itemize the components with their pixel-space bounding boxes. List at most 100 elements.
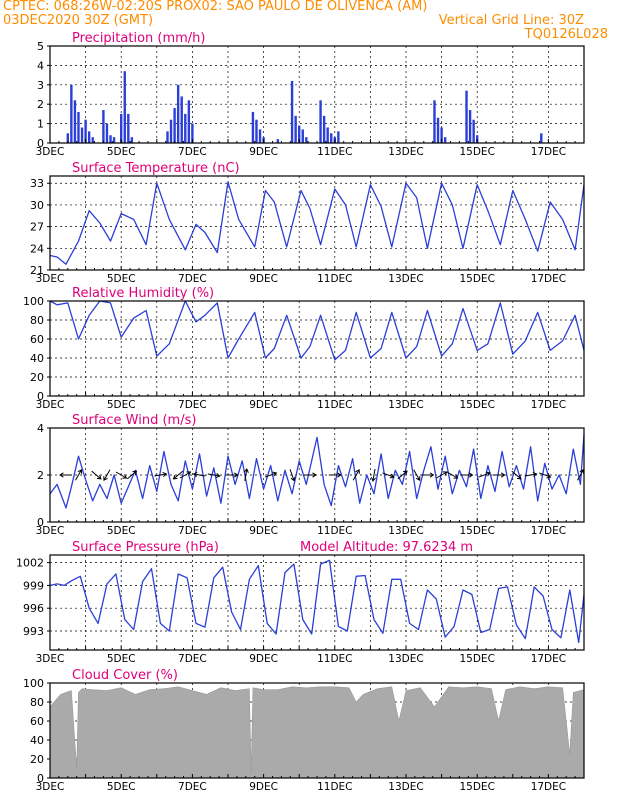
header-model-id: TQ0126L028: [524, 27, 608, 42]
y-tick-label: 40: [30, 734, 44, 747]
panel-frame: [49, 175, 585, 271]
wind-arrow-head: [243, 468, 249, 473]
x-tick-label: 17DEC: [531, 399, 566, 411]
precip-bar: [87, 131, 91, 143]
precip-bar: [276, 139, 280, 143]
wind-arrow-head: [429, 472, 435, 478]
x-tick-label: 9DEC: [249, 653, 278, 665]
wind-arrow-head: [272, 471, 278, 477]
x-tick-label: 13DEC: [388, 653, 423, 665]
precip-bar: [102, 110, 105, 143]
precip-bar: [127, 113, 130, 143]
precip-bar: [255, 119, 258, 143]
pres-series-line: [49, 559, 585, 644]
wind-arrow-head: [59, 472, 64, 478]
precip-bar: [112, 137, 116, 143]
y-tick-label: 0: [37, 516, 44, 529]
x-tick-label: 7DEC: [178, 525, 207, 537]
y-tick-label: 21: [30, 264, 44, 277]
y-tick-label: 0: [37, 772, 44, 785]
x-tick-label: 3DEC: [36, 781, 65, 793]
precip-bar: [120, 113, 123, 143]
wind-arrow-head: [546, 473, 552, 479]
precip-bar: [180, 96, 183, 143]
x-tick-label: 5DEC: [107, 399, 136, 411]
panel-title: Cloud Cover (%): [72, 668, 178, 683]
y-tick-label: 2: [37, 469, 44, 482]
x-tick-label: 7DEC: [178, 273, 207, 285]
x-tick-label: 11DEC: [317, 399, 352, 411]
wind-arrow-head: [453, 474, 459, 479]
precip-bar: [66, 133, 69, 143]
wind-arrow-head: [233, 472, 239, 478]
y-tick-label: 4: [37, 422, 44, 435]
panel-temp: [47, 175, 585, 271]
precip-bar: [540, 133, 543, 143]
x-tick-label: 3DEC: [36, 525, 65, 537]
x-tick-label: 5DEC: [107, 273, 136, 285]
precip-bar: [294, 115, 297, 143]
y-tick-label: 996: [23, 602, 44, 615]
y-tick-label: 24: [30, 242, 44, 255]
wind-arrow-head: [403, 470, 408, 476]
x-tick-label: 5DEC: [107, 525, 136, 537]
precip-bar: [251, 111, 255, 143]
x-tick-label: 13DEC: [388, 525, 423, 537]
wind-arrow-shaft: [372, 469, 376, 481]
panel-title: Precipitation (mm/h): [72, 31, 205, 46]
wind-arrow-head: [337, 472, 342, 478]
y-tick-label: 5: [37, 40, 44, 53]
wind-arrow-shaft: [173, 470, 184, 480]
x-tick-label: 13DEC: [388, 273, 423, 285]
wind-arrow-shaft: [264, 472, 277, 478]
panel-precip: [47, 45, 585, 144]
panel-frame: [49, 554, 585, 651]
wind-arrow-shaft: [446, 471, 458, 479]
wind-arrow-head: [215, 472, 221, 479]
x-tick-label: 9DEC: [249, 399, 278, 411]
precip-bar: [105, 123, 109, 143]
wind-arrow-shaft: [103, 469, 111, 481]
header-date: 03DEC2020 30Z (GMT): [3, 13, 154, 28]
wind-arrow-head: [485, 471, 491, 477]
wind-arrow-shaft: [289, 469, 295, 481]
wind-arrow-shaft: [207, 473, 220, 477]
y-tick-label: 0: [37, 137, 44, 150]
y-tick-label: 30: [30, 199, 44, 212]
panel-rh: [47, 300, 585, 397]
precip-bar: [130, 137, 134, 143]
precip-bar: [290, 80, 294, 143]
precip-bar: [433, 100, 436, 143]
y-tick-label: 60: [30, 715, 44, 728]
wind-arrow-shaft: [478, 472, 491, 478]
wind-arrow-shaft: [115, 471, 127, 479]
panel-pres: [47, 554, 585, 651]
y-tick-label: 4: [37, 59, 44, 72]
x-tick-label: 3DEC: [36, 273, 65, 285]
wind-arrow-shaft: [126, 470, 137, 480]
temp-series-line: [49, 181, 585, 265]
x-tick-label: 3DEC: [36, 146, 65, 158]
panel-frame: [49, 45, 585, 144]
y-tick-label: 40: [30, 352, 44, 365]
cloud-cover-area: [49, 686, 585, 779]
wind-arrow-head: [186, 471, 192, 476]
wind-arrow-shaft: [154, 473, 167, 477]
x-tick-label: 3DEC: [36, 399, 65, 411]
y-tick-label: 1002: [16, 557, 44, 570]
wind-arrow-shaft: [193, 473, 206, 477]
x-tick-label: 11DEC: [317, 273, 352, 285]
precip-bar: [298, 125, 301, 143]
wind-arrow-head: [415, 476, 421, 482]
y-tick-label: 20: [30, 371, 44, 384]
precip-bar: [70, 84, 73, 143]
precip-bar: [77, 111, 80, 143]
precip-bar: [166, 131, 169, 143]
wind-arrow-head: [122, 474, 128, 479]
wind-arrow-head: [389, 473, 395, 479]
wind-arrow-shaft: [539, 472, 551, 478]
precip-bar: [468, 110, 472, 143]
x-tick-label: 9DEC: [249, 146, 278, 158]
x-tick-label: 11DEC: [317, 146, 352, 158]
